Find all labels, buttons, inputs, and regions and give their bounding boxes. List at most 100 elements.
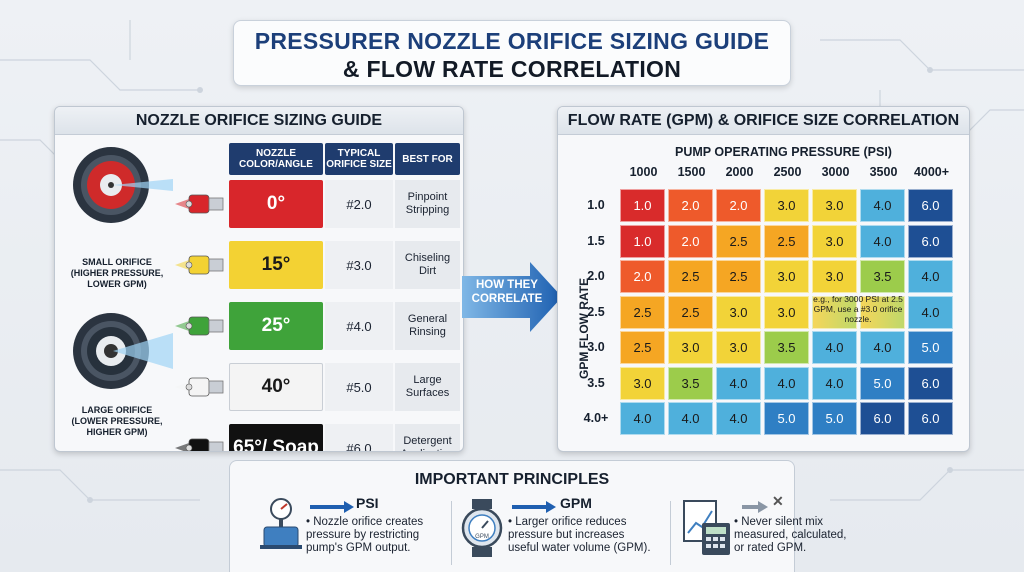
col-header-orifice-size: TYPICAL ORIFICE SIZE — [325, 143, 393, 175]
principle-psi-label: PSI — [356, 495, 379, 511]
example-note: e.g., for 3000 PSI at 2.5 GPM, use a #3.… — [813, 294, 903, 324]
heatmap-cell: 2.0 — [716, 189, 761, 222]
nozzle-tip-icon — [175, 438, 224, 451]
gpm-watch-icon: GPM — [461, 499, 503, 557]
heatmap-cell: 2.0 — [620, 260, 665, 293]
heatmap-cell: 2.5 — [668, 295, 713, 329]
nozzle-panel-heading: NOZZLE ORIFICE SIZING GUIDE — [55, 107, 463, 135]
gpm-row-header: 1.0 — [587, 198, 605, 212]
heatmap-cell: 2.5 — [620, 331, 665, 364]
heatmap-cell: 4.0 — [812, 331, 857, 364]
psi-column-header: 2500 — [773, 165, 802, 179]
heatmap-cell: 4.0 — [860, 189, 905, 222]
title-banner: PRESSURER NOZZLE ORIFICE SIZING GUIDE & … — [233, 20, 791, 86]
no-mix-x-icon: ✕ — [772, 493, 784, 509]
heatmap-cell: 6.0 — [908, 189, 953, 222]
heatmap-cell: 2.5 — [668, 260, 713, 293]
heatmap-cell: 4.0 — [716, 402, 761, 435]
heatmap-cell: 2.0 — [668, 189, 713, 222]
gpm-row-header: 3.0 — [587, 340, 605, 354]
heatmap-cell: 3.0 — [620, 366, 665, 400]
heatmap-cell: 3.0 — [764, 260, 809, 293]
col-header-best-for: BEST FOR — [395, 143, 460, 175]
flow-panel-heading: FLOW RATE (GPM) & ORIFICE SIZE CORRELATI… — [558, 107, 969, 135]
large-orifice-label: LARGE ORIFICE (LOWER PRESSURE, HIGHER GP… — [71, 405, 163, 437]
page-subtitle: & FLOW RATE CORRELATION — [342, 56, 682, 82]
heatmap-cell: 4.0 — [764, 366, 809, 400]
heatmap-cell: 4.0 — [620, 402, 665, 435]
heatmap-cell: 3.5 — [668, 366, 713, 400]
psi-column-header: 2000 — [725, 165, 754, 179]
principle-nomix-text: • Never silent mix measured, calculated,… — [734, 516, 847, 554]
heatmap-cell: 5.0 — [764, 402, 809, 435]
flow-rate-panel: FLOW RATE (GPM) & ORIFICE SIZE CORRELATI… — [557, 106, 970, 452]
gpm-axis-title: GPM FLOW RATE — [577, 277, 591, 379]
heatmap-cell: 3.0 — [668, 331, 713, 364]
svg-text:GPM: GPM — [475, 534, 489, 540]
heatmap-cell: 5.0 — [908, 331, 953, 364]
nozzle-angle: 15° — [229, 241, 323, 289]
heatmap-cell: 4.0 — [860, 224, 905, 258]
heatmap-cell: 2.0 — [668, 224, 713, 258]
gpm-row-header: 2.5 — [587, 304, 605, 319]
heatmap-cell: 2.5 — [620, 295, 665, 329]
heatmap-cell: 3.0 — [716, 295, 761, 329]
nozzle-row: 25° #4.0 General Rinsing — [175, 299, 460, 353]
heatmap-cell: 3.0 — [764, 295, 809, 329]
correlate-label: HOW THEY CORRELATE — [471, 279, 543, 305]
heatmap-cell — [812, 295, 857, 329]
orifice-size: #2.0 — [325, 180, 393, 228]
principle-psi-text: • Nozzle orifice creates pressure by res… — [306, 516, 424, 554]
heatmap-cell: 3.0 — [812, 189, 857, 222]
orifice-size: #6.0 — [325, 424, 393, 451]
heatmap-cell: 3.0 — [812, 224, 857, 258]
best-for: Detergent Application — [395, 424, 460, 451]
gpm-row-header: 3.5 — [587, 375, 605, 390]
gauge-pump-icon — [260, 498, 302, 549]
heatmap-cell: 2.5 — [764, 224, 809, 258]
nozzle-row: 40° #5.0 Large Surfaces — [175, 360, 460, 414]
nozzle-angle: 0° — [229, 180, 323, 228]
heatmap-cell: 4.0 — [908, 295, 953, 329]
heatmap-cell: 2.5 — [716, 224, 761, 258]
heatmap-cell: 6.0 — [860, 402, 905, 435]
heatmap-cell: 6.0 — [908, 224, 953, 258]
heatmap-cell — [860, 295, 905, 329]
psi-axis-title: PUMP OPERATING PRESSURE (PSI) — [675, 145, 892, 159]
page-title: PRESSURER NOZZLE ORIFICE SIZING GUIDE — [254, 28, 770, 54]
psi-column-header: 1500 — [677, 165, 706, 179]
psi-column-header: 1000 — [629, 165, 658, 179]
heatmap-cell: 3.0 — [812, 260, 857, 293]
gpm-row-header: 2.0 — [587, 269, 605, 283]
psi-column-header: 3000 — [821, 165, 850, 179]
arrow-right-icon — [512, 501, 556, 513]
principles-heading: IMPORTANT PRINCIPLES — [414, 471, 610, 488]
col-header-color-angle: NOZZLE COLOR/ANGLE — [229, 143, 323, 175]
heatmap-cell: 4.0 — [908, 260, 953, 293]
small-orifice-label: SMALL ORIFICE (HIGHER PRESSURE, LOWER GP… — [70, 257, 164, 289]
nozzle-angle: 25° — [229, 302, 323, 350]
gpm-row-header: 1.5 — [587, 233, 605, 248]
orifice-size: #3.0 — [325, 241, 393, 289]
nozzle-tip-icon — [175, 316, 224, 336]
small-orifice-illustration — [73, 147, 173, 223]
nozzle-angle: 65°/ Soap — [229, 424, 323, 451]
principles-section: IMPORTANT PRINCIPLES PSI • Nozzle orific… — [229, 460, 847, 572]
heatmap-cell: 3.0 — [716, 331, 761, 364]
nozzle-tip-icon — [175, 194, 224, 214]
heatmap-cell: 4.0 — [812, 366, 857, 400]
nozzle-row: 0° #2.0 Pinpoint Stripping — [175, 177, 460, 231]
heatmap-cell: 2.5 — [716, 260, 761, 293]
gpm-row-header: 4.0+ — [583, 411, 609, 425]
heatmap-cell: 4.0 — [716, 366, 761, 400]
divider — [451, 501, 452, 565]
arrow-right-icon — [742, 501, 768, 513]
heatmap-cell: 6.0 — [908, 402, 953, 435]
heatmap-cell: 1.0 — [620, 189, 665, 222]
heatmap-cell: 6.0 — [908, 366, 953, 400]
orifice-size: #5.0 — [325, 363, 393, 411]
correlate-arrow — [462, 262, 562, 332]
nozzle-tip-icon — [175, 255, 224, 275]
best-for: General Rinsing — [395, 302, 460, 350]
